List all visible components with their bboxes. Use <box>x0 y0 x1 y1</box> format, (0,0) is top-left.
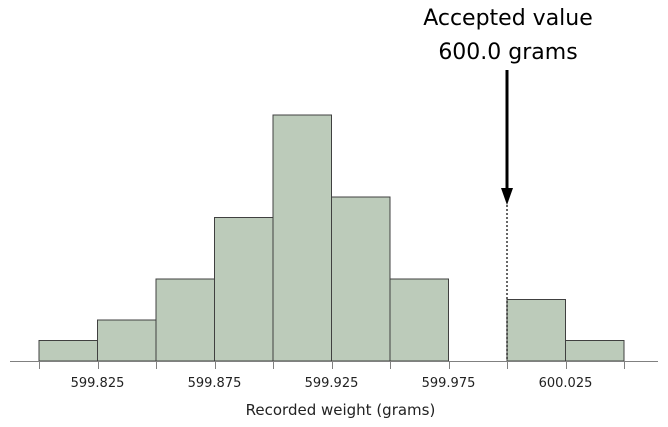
histogram-bar <box>214 217 274 362</box>
histogram-bar <box>331 196 391 362</box>
reference-arrow-head <box>501 188 513 205</box>
histogram-bar <box>506 299 566 362</box>
x-tick-label: 599.975 <box>422 376 476 391</box>
ticks-group <box>39 361 625 369</box>
x-tick-label: 599.875 <box>188 376 242 391</box>
x-tick-label: 599.925 <box>305 376 359 391</box>
histogram-bar <box>389 278 449 362</box>
x-axis-label: Recorded weight (grams) <box>246 401 436 419</box>
histogram-bar <box>272 114 332 362</box>
x-tick-label: 600.025 <box>539 376 593 391</box>
annotation-line1: Accepted value <box>423 6 593 31</box>
annotation-line2: 600.0 grams <box>438 40 578 65</box>
histogram-bar <box>155 278 215 362</box>
histogram-bar <box>38 340 98 362</box>
histogram-bar <box>97 319 157 362</box>
bars-group <box>38 114 625 362</box>
reference-annotation: Accepted value 600.0 grams <box>398 2 618 70</box>
tick-labels-group: 599.825 599.875 599.925 599.975 600.025 <box>71 376 593 391</box>
x-tick-label: 599.825 <box>71 376 125 391</box>
histogram-bar <box>565 340 625 362</box>
